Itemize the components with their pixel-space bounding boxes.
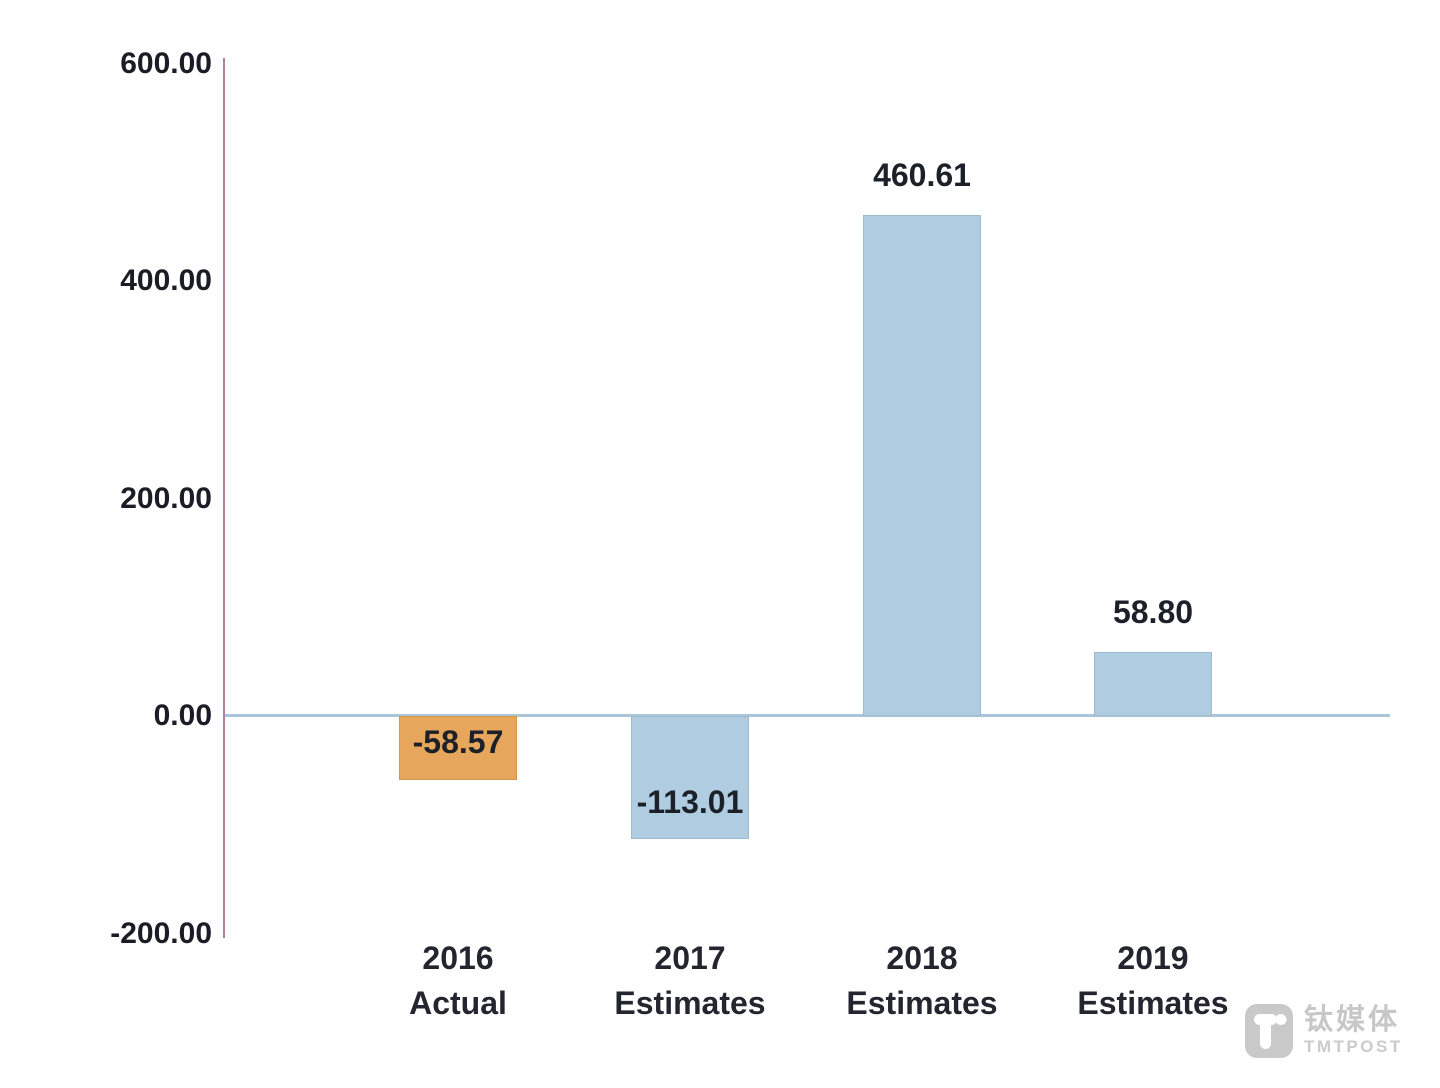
watermark-en-label: TMTPOST [1304,1037,1403,1056]
x-category-line: Actual [409,985,507,1021]
bar-2017-estimates [631,716,749,839]
x-category-label: 2016 Actual [338,936,578,1026]
watermark-text: 钛媒体 TMTPOST [1304,1005,1403,1057]
value-label: 460.61 [873,157,971,194]
x-category-label: 2018 Estimates [802,936,1042,1026]
y-tick-label: 400.00 [120,264,212,297]
bar-2016-actual [399,716,517,780]
value-label: 58.80 [1112,594,1194,631]
x-category-label: 2017 Estimates [570,936,810,1026]
y-tick-label: 600.00 [120,46,212,80]
y-tick-label: 200.00 [120,481,212,515]
value-label: -58.57 [412,724,504,760]
watermark-cn-label: 钛媒体 [1304,1004,1401,1036]
bar-2019-estimates [1094,652,1212,716]
x-category-line: 2019 [1117,940,1189,976]
bar-2018-estimates [863,215,981,716]
y-tick-label: -200.00 [110,916,212,950]
y-axis-line [223,58,225,938]
x-category-line: 2017 [654,940,726,976]
zero-baseline [225,714,1390,717]
value-label: -113.01 [636,783,744,820]
watermark: 钛媒体 TMTPOST [1245,1004,1403,1058]
x-category-line: 2018 [886,940,958,976]
tmtpost-logo-icon [1245,1004,1293,1058]
x-category-line: Estimates [614,985,766,1021]
y-tick-label: 0.00 [153,699,212,732]
x-category-line: Estimates [846,985,998,1021]
x-category-line: Estimates [1077,985,1229,1021]
x-category-label: 2019 Estimates [1033,936,1273,1026]
tmtpost-t-glyph [1254,1014,1287,1049]
x-category-line: 2016 [422,940,494,976]
